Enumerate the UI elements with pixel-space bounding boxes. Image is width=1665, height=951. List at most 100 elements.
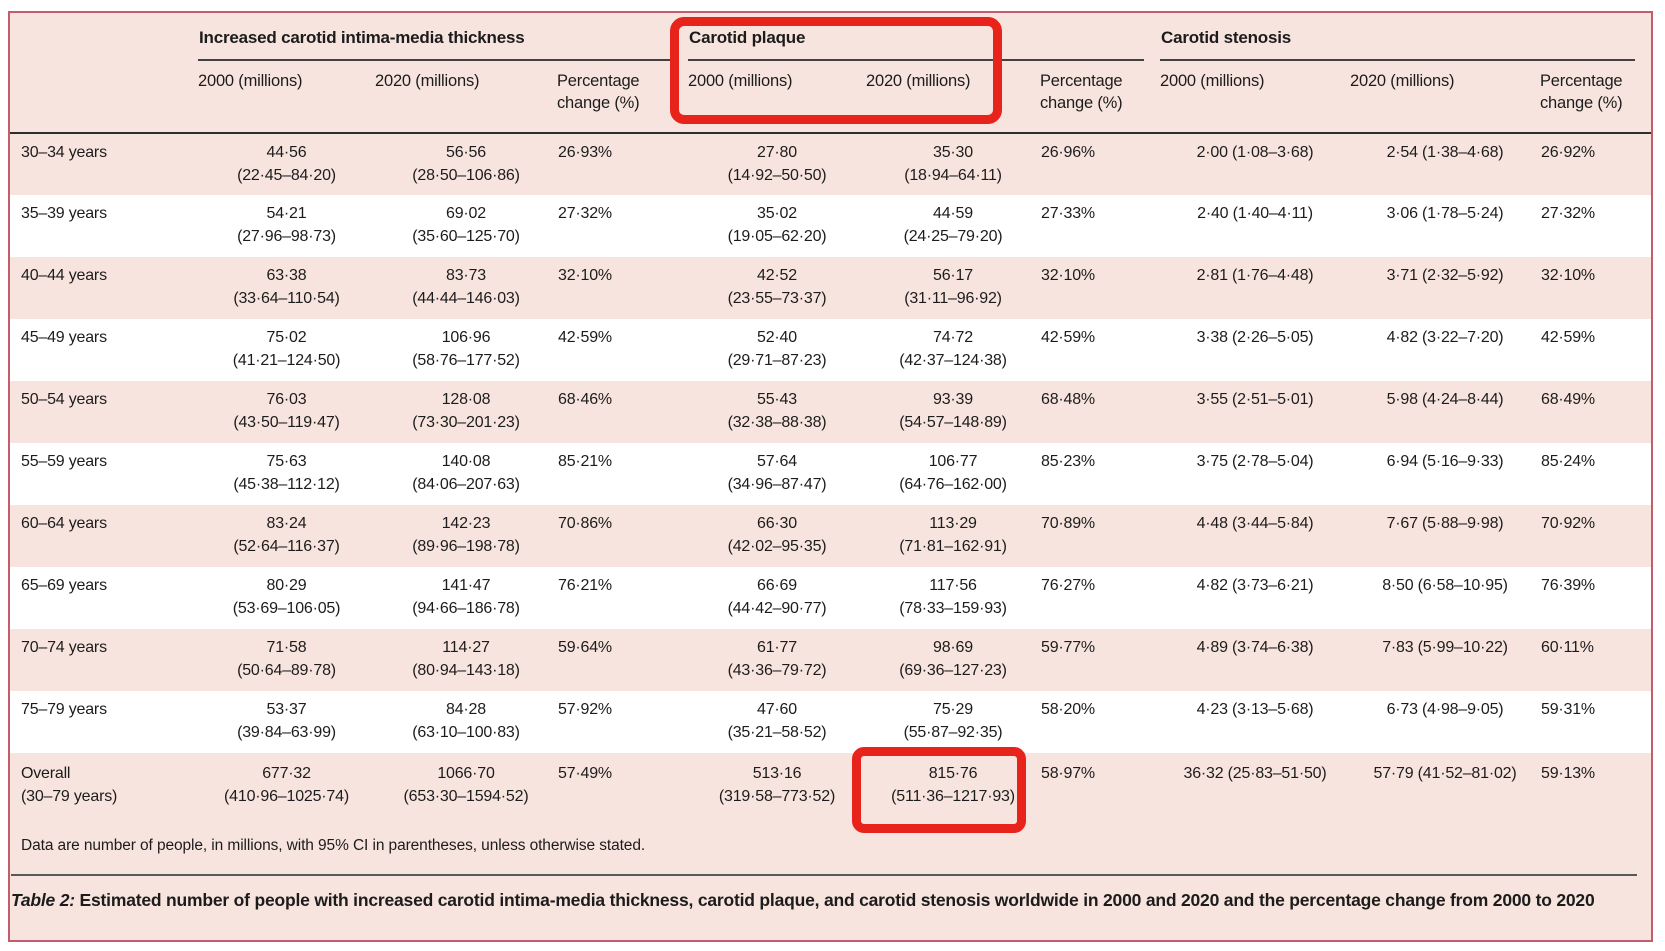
table-caption: Table 2: Estimated number of people with… xyxy=(10,876,1651,916)
table-cell: 3·75 (2·78–5·04) xyxy=(1196,453,1314,470)
table-cell: 4·82 (3·73–6·21) xyxy=(1196,577,1314,594)
table-cell: 53·37 (39·84–63·99) xyxy=(237,701,336,741)
table-cell: 26·92% xyxy=(1541,144,1595,161)
table-cell: 98·69 (69·36–127·23) xyxy=(899,639,1007,679)
table-cell: 128·08 (73·30–201·23) xyxy=(412,391,520,431)
table-cell: 114·27 (80·94–143·18) xyxy=(412,639,520,679)
row-label: 35–39 years xyxy=(21,205,107,222)
table-cell: 54·21 (27·96–98·73) xyxy=(237,205,336,245)
table-cell: 2·81 (1·76–4·48) xyxy=(1196,267,1314,284)
table-cell: 70·89% xyxy=(1041,515,1095,532)
column-group-label: Carotid stenosis xyxy=(1160,28,1635,61)
table-cell: 57·49% xyxy=(558,765,612,782)
row-label: 40–44 years xyxy=(21,267,107,284)
table-cell: 68·48% xyxy=(1041,391,1095,408)
table-row: 35–39 years 54·21 (27·96–98·73) 69·02 (35·60… xyxy=(10,195,1651,257)
table-cell: 83·73 (44·44–146·03) xyxy=(412,267,520,307)
table-row: 75–79 years 53·37 (39·84–63·99) 84·28 (63·10… xyxy=(10,691,1651,753)
table-cell: 141·47 (94·66–186·78) xyxy=(412,577,520,617)
table-cell: 66·30 (42·02–95·35) xyxy=(727,515,827,555)
table-cell: 84·28 (63·10–100·83) xyxy=(412,701,520,741)
table-footnote: Data are number of people, in millions, … xyxy=(21,837,646,854)
column-group-imt: Increased carotid intima-media thickness xyxy=(198,13,688,61)
column-group-label: Carotid plaque xyxy=(688,28,1144,61)
table-cell: 57·64 (34·96–87·47) xyxy=(727,453,827,493)
table-cell: 59·13% xyxy=(1541,765,1595,782)
table-cell: 8·50 (6·58–10·95) xyxy=(1382,577,1508,594)
row-label: 45–49 years xyxy=(21,329,107,346)
table-cell: 75·63 (45·38–112·12) xyxy=(233,453,340,493)
column-header-stenosis-2020: 2020 (millions) xyxy=(1350,61,1540,134)
table-cell: 80·29 (53·69–106·05) xyxy=(232,577,341,617)
table-cell: 71·58 (50·64–89·78) xyxy=(237,639,336,679)
table-cell: 3·55 (2·51–5·01) xyxy=(1196,391,1314,408)
row-label: Overall (30–79 years) xyxy=(21,765,118,805)
column-header-plaque-pct: Percentage change (%) xyxy=(1040,61,1160,134)
column-header-plaque-2000: 2000 (millions) xyxy=(688,61,866,134)
table-row: 60–64 years 83·24 (52·64–116·37) 142·23 (89·… xyxy=(10,505,1651,567)
table-cell: 85·23% xyxy=(1041,453,1095,470)
table-row: 30–34 years 44·56 (22·45–84·20) 56·56 (28·50… xyxy=(10,133,1651,195)
table-cell: 52·40 (29·71–87·23) xyxy=(727,329,827,369)
row-label: 65–69 years xyxy=(21,577,107,594)
table-cell: 4·89 (3·74–6·38) xyxy=(1196,639,1314,656)
column-header-stenosis-pct: Percentage change (%) xyxy=(1540,61,1651,134)
table-cell: 106·77 (64·76–162·00) xyxy=(899,453,1007,493)
table-cell: 513·16 (319·58–773·52) xyxy=(718,765,836,805)
table-row: 55–59 years 75·63 (45·38–112·12) 140·08 (84·… xyxy=(10,443,1651,505)
table-cell: 1066·70 (653·30–1594·52) xyxy=(403,765,529,805)
row-label: 70–74 years xyxy=(21,639,107,656)
table-cell: 76·27% xyxy=(1041,577,1095,594)
table-cell: 4·23 (3·13–5·68) xyxy=(1196,701,1314,718)
column-group-carotid-stenosis: Carotid stenosis xyxy=(1160,13,1651,61)
row-label: 30–34 years xyxy=(21,144,107,161)
table-cell: 44·56 (22·45–84·20) xyxy=(237,144,336,184)
column-group-label: Increased carotid intima-media thickness xyxy=(198,28,672,61)
table-cell: 55·43 (32·38–88·38) xyxy=(727,391,827,431)
table-cell: 42·52 (23·55–73·37) xyxy=(727,267,827,307)
table-figure: Increased carotid intima-media thickness… xyxy=(8,11,1653,942)
table-cell: 140·08 (84·06–207·63) xyxy=(412,453,520,493)
table-cell: 106·96 (58·76–177·52) xyxy=(412,329,520,369)
table-cell: 74·72 (42·37–124·38) xyxy=(899,329,1007,369)
row-label: 75–79 years xyxy=(21,701,107,718)
table-cell: 60·11% xyxy=(1541,639,1594,656)
row-label: 50–54 years xyxy=(21,391,107,408)
table-cell: 3·71 (2·32–5·92) xyxy=(1386,267,1504,284)
table-cell: 59·77% xyxy=(1041,639,1095,656)
table-cell: 117·56 (78·33–159·93) xyxy=(899,577,1007,617)
column-group-carotid-plaque: Carotid plaque xyxy=(688,13,1160,61)
table-cell: 56·17 (31·11–96·92) xyxy=(904,267,1002,307)
table-row: 50–54 years 76·03 (43·50–119·47) 128·08 (73·… xyxy=(10,381,1651,443)
table-cell: 69·02 (35·60–125·70) xyxy=(412,205,520,245)
table-cell: 57·92% xyxy=(558,701,612,718)
table-cell: 42·59% xyxy=(558,329,612,346)
table-cell: 42·59% xyxy=(1041,329,1095,346)
table-caption-text: Estimated number of people with increase… xyxy=(74,890,1595,910)
column-header-imt-2020: 2020 (millions) xyxy=(375,61,557,134)
data-table: Increased carotid intima-media thickness… xyxy=(10,13,1651,828)
column-header-imt-pct: Percentage change (%) xyxy=(557,61,688,134)
column-header-row: 2000 (millions) 2020 (millions) Percenta… xyxy=(10,61,1651,134)
table-cell: 58·20% xyxy=(1041,701,1095,718)
table-cell: 57·79 (41·52–81·02) xyxy=(1373,765,1517,782)
table-cell: 75·02 (41·21–124·50) xyxy=(232,329,341,369)
row-label: 55–59 years xyxy=(21,453,107,470)
table-cell: 6·73 (4·98–9·05) xyxy=(1386,701,1504,718)
table-body: 30–34 years 44·56 (22·45–84·20) 56·56 (28·50… xyxy=(10,133,1651,828)
table-cell: 27·32% xyxy=(558,205,612,222)
table-cell: 4·82 (3·22–7·20) xyxy=(1386,329,1504,346)
table-row: 45–49 years 75·02 (41·21–124·50) 106·96 (58·… xyxy=(10,319,1651,381)
table-cell: 83·24 (52·64–116·37) xyxy=(233,515,340,555)
table-cell: 2·54 (1·38–4·68) xyxy=(1386,144,1504,161)
table-cell: 85·21% xyxy=(558,453,612,470)
table-cell: 76·21% xyxy=(558,577,612,594)
table-cell: 75·29 (55·87–92·35) xyxy=(903,701,1003,741)
table-cell: 76·39% xyxy=(1541,577,1595,594)
table-cell: 27·80 (14·92–50·50) xyxy=(727,144,827,184)
column-header-plaque-2020: 2020 (millions) xyxy=(866,61,1040,134)
table-cell: 42·59% xyxy=(1541,329,1595,346)
table-cell: 2·40 (1·40–4·11) xyxy=(1197,205,1313,222)
table-cell: 44·59 (24·25–79·20) xyxy=(903,205,1003,245)
